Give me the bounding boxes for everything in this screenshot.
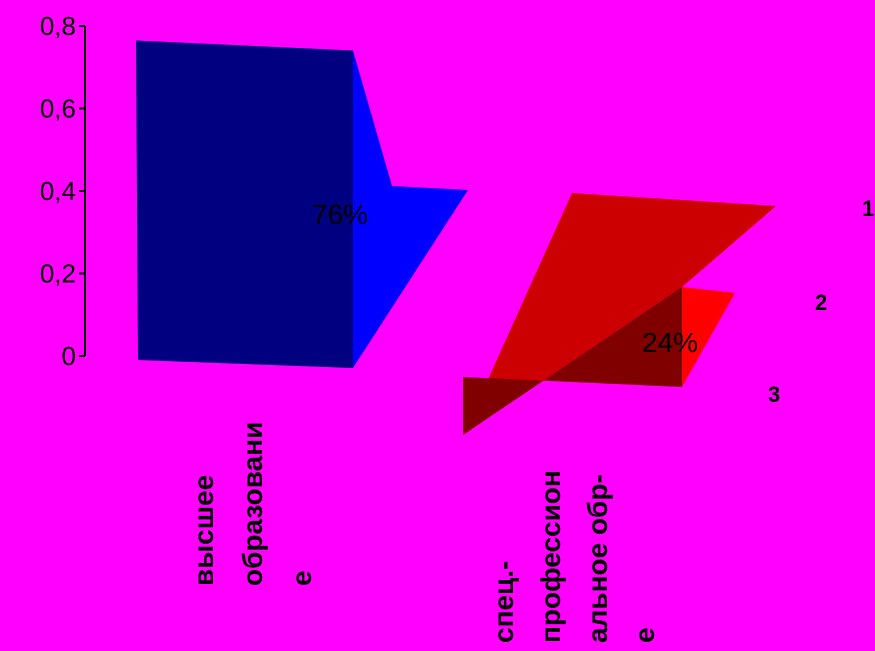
data-label-1: 76%: [312, 199, 368, 230]
bar-2-front-face: [463, 287, 682, 435]
bar-1-side-face: [353, 50, 468, 368]
bar-1-front-face: [136, 40, 353, 368]
y-tick-label-3: 0,6: [40, 94, 76, 124]
depth-label-1: 1: [862, 196, 874, 221]
cat1-line-1: высшее: [188, 475, 219, 586]
bar-2-side-face: [682, 287, 735, 387]
y-tick-label-1: 0,2: [40, 259, 76, 289]
category-label-1: высшее образовани е: [188, 422, 317, 586]
data-label-2: 24%: [642, 327, 698, 358]
cat2-line-2: профессион: [535, 470, 566, 643]
category-label-2: спец.- профессион альное обр-е: [488, 470, 660, 643]
depth-label-3: 3: [768, 382, 780, 407]
cat1-line-3: е: [286, 570, 317, 586]
bar-2-top-face: [463, 193, 776, 435]
y-tick-label-4: 0,8: [40, 11, 76, 41]
cat2-line-3: альное обр-: [582, 474, 613, 643]
y-tick-label-0: 0: [62, 341, 76, 371]
cat2-line-1: спец.-: [488, 561, 519, 643]
depth-label-2: 2: [815, 290, 827, 315]
cat2-line-4: е: [629, 627, 660, 643]
cat1-line-2: образовани: [237, 422, 268, 586]
y-tick-label-2: 0,4: [40, 176, 76, 206]
